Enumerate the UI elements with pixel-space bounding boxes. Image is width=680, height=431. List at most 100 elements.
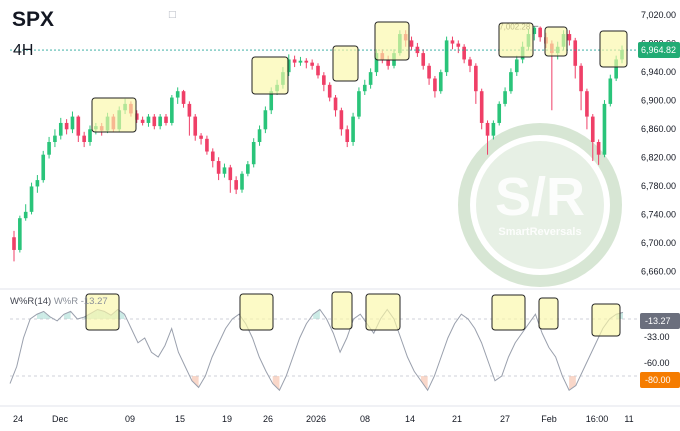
- candle-body: [257, 129, 262, 142]
- indicator-name: W%R(14): [10, 296, 52, 307]
- candle-body: [444, 40, 449, 73]
- oversold-fill: [191, 376, 199, 388]
- watermark-text: S/R: [495, 167, 585, 227]
- candle-body: [509, 72, 513, 92]
- candle-body: [234, 180, 238, 190]
- watermark-disc: [476, 141, 604, 269]
- time-tick-label: 16:00: [586, 414, 609, 424]
- overbought-fill: [63, 311, 71, 319]
- wr-highlight-box: [331, 291, 353, 330]
- candle-body: [199, 135, 203, 139]
- price-tick-label: 6,860.00: [641, 124, 676, 134]
- overbought-fill: [36, 311, 44, 319]
- wr-highlight-box: [591, 303, 621, 337]
- candle-body: [532, 27, 537, 35]
- candle-body: [450, 40, 455, 44]
- candle-body: [474, 65, 478, 92]
- time-tick-label: 24: [13, 414, 23, 424]
- highlight-box: [251, 56, 289, 95]
- candle-body: [210, 151, 215, 162]
- candle-body: [485, 122, 490, 136]
- highlight-box: [498, 22, 534, 58]
- settings-icon: □: [168, 10, 177, 20]
- time-tick-label: 14: [405, 414, 415, 424]
- candle-body: [503, 91, 507, 104]
- indicator-legend: W%R(14) W%R -13.27: [10, 296, 108, 307]
- candle-body: [573, 40, 578, 66]
- watermark-ring: [458, 123, 622, 287]
- price-tick-label: 6,660.00: [641, 267, 676, 277]
- candle-body: [164, 116, 168, 123]
- candle-body: [614, 59, 618, 79]
- candle-body: [590, 116, 595, 142]
- candle-body: [170, 97, 174, 123]
- time-tick-label: 26: [263, 414, 273, 424]
- candle-body: [368, 72, 373, 85]
- candle-body: [433, 78, 437, 92]
- wr-highlight-box: [538, 297, 559, 330]
- candle-body: [175, 91, 180, 98]
- price-tick-label: 7,020.00: [641, 10, 676, 20]
- candle-body: [608, 78, 613, 104]
- symbol-title: SPX: [12, 8, 55, 31]
- price-tick-label: 6,740.00: [641, 210, 676, 220]
- time-tick-label: 15: [175, 414, 185, 424]
- time-tick-label: 11: [624, 414, 633, 424]
- candle-body: [23, 211, 28, 219]
- time-tick-label: 27: [500, 414, 510, 424]
- candle-body: [362, 84, 367, 92]
- candle-body: [292, 59, 297, 63]
- candle-body: [193, 116, 198, 136]
- candle-body: [415, 46, 420, 54]
- candle-body: [152, 116, 157, 127]
- highlight-box: [599, 30, 628, 68]
- candle-body: [327, 84, 332, 98]
- candle-body: [567, 34, 572, 41]
- price-tick-label: 6,700.00: [641, 238, 676, 248]
- candle-body: [479, 91, 484, 123]
- wr-highlight-box: [491, 294, 526, 331]
- candle-body: [58, 122, 63, 136]
- candle-body: [158, 116, 162, 127]
- oversold-fill: [272, 376, 280, 391]
- candle-body: [187, 103, 192, 117]
- candle-body: [35, 180, 40, 187]
- candle-body: [146, 116, 151, 123]
- candle-body: [386, 59, 390, 66]
- candle-body: [491, 122, 496, 136]
- candle-body: [602, 103, 607, 155]
- price-tick-label: 6,780.00: [641, 181, 676, 191]
- candle-body: [246, 164, 250, 174]
- highlight-box: [374, 21, 410, 61]
- candle-body: [374, 53, 379, 73]
- wr-last-value-badge: [640, 313, 680, 329]
- time-tick-label: 21: [452, 414, 462, 424]
- candle-body: [351, 116, 355, 142]
- candle-body: [538, 27, 542, 38]
- candle-body: [263, 110, 268, 130]
- time-tick-label: 09: [125, 414, 135, 424]
- highlight-box: [91, 97, 137, 133]
- candle-body: [53, 135, 57, 142]
- candle-body: [304, 60, 309, 63]
- candle-body: [216, 161, 221, 174]
- wr-low-level-label: -80.00: [645, 375, 671, 385]
- candle-body: [345, 129, 350, 142]
- highlight-box: [544, 26, 568, 57]
- time-tick-label: 2026: [306, 414, 326, 424]
- wr-tick-label: -33.00: [644, 332, 670, 342]
- candle-body: [316, 65, 320, 76]
- time-tick-label: Dec: [52, 414, 69, 424]
- candle-body: [456, 43, 461, 47]
- candle-body: [269, 91, 274, 111]
- time-tick-label: 19: [222, 414, 232, 424]
- candle-body: [251, 142, 256, 165]
- candle-body: [421, 53, 426, 66]
- wr-tick-label: -60.00: [644, 358, 670, 368]
- overbought-fill: [313, 309, 320, 319]
- candle-body: [339, 110, 344, 130]
- candle-body: [70, 116, 75, 130]
- candle-body: [140, 119, 145, 123]
